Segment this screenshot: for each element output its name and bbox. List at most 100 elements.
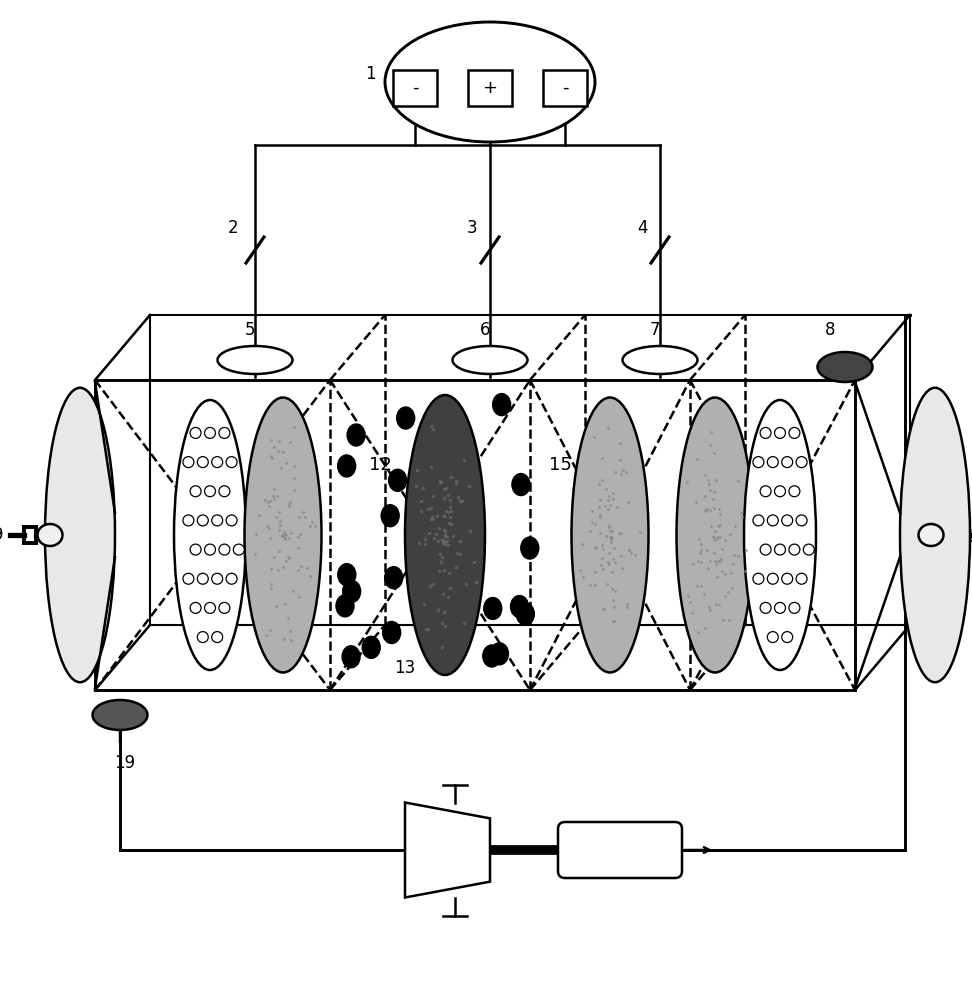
Circle shape [760,486,771,497]
Circle shape [796,573,807,584]
Ellipse shape [516,603,535,625]
FancyBboxPatch shape [558,822,682,878]
Circle shape [781,457,793,468]
FancyBboxPatch shape [468,70,512,106]
Ellipse shape [744,400,816,670]
Circle shape [204,486,216,497]
Circle shape [197,457,208,468]
Ellipse shape [484,597,502,619]
Circle shape [226,573,237,584]
Ellipse shape [677,397,753,672]
Ellipse shape [381,505,399,527]
Text: 20: 20 [444,841,466,859]
Circle shape [191,486,201,497]
Ellipse shape [521,537,538,559]
Circle shape [226,457,237,468]
Text: 12: 12 [368,456,392,474]
Text: -: - [562,79,569,97]
Text: 13: 13 [395,659,416,677]
Text: 9: 9 [0,526,3,544]
Ellipse shape [347,424,365,446]
Circle shape [212,457,223,468]
Circle shape [226,515,237,526]
FancyBboxPatch shape [393,70,437,106]
Circle shape [219,427,229,438]
Ellipse shape [383,621,400,643]
Circle shape [760,544,771,555]
Ellipse shape [919,524,944,546]
Text: 14: 14 [434,516,457,534]
Ellipse shape [512,474,530,496]
Circle shape [183,515,193,526]
Text: 10: 10 [175,578,194,592]
Text: 11: 11 [271,516,295,534]
Text: 4: 4 [637,219,647,237]
Circle shape [191,602,201,613]
Circle shape [775,602,785,613]
Ellipse shape [245,397,322,672]
Circle shape [767,457,779,468]
Circle shape [789,427,800,438]
Circle shape [212,573,223,584]
Text: 21: 21 [609,841,631,859]
Circle shape [212,632,223,643]
Circle shape [191,544,201,555]
Ellipse shape [453,346,528,374]
Circle shape [789,544,800,555]
Circle shape [767,632,779,643]
Circle shape [212,515,223,526]
Circle shape [789,602,800,613]
Circle shape [197,573,208,584]
Ellipse shape [385,567,402,589]
Circle shape [191,427,201,438]
Circle shape [760,602,771,613]
Ellipse shape [218,346,293,374]
Ellipse shape [900,388,970,682]
Circle shape [183,573,193,584]
Circle shape [781,632,793,643]
Ellipse shape [510,596,529,618]
Circle shape [803,544,815,555]
Circle shape [219,602,229,613]
Text: 19: 19 [115,754,135,772]
Circle shape [781,515,793,526]
Text: 16: 16 [599,516,621,534]
Text: 7: 7 [649,321,660,339]
Circle shape [197,515,208,526]
Text: 8: 8 [825,321,835,339]
Ellipse shape [385,22,595,142]
Ellipse shape [405,395,485,675]
Text: 6: 6 [480,321,490,339]
Circle shape [753,573,764,584]
Ellipse shape [38,524,62,546]
Circle shape [197,632,208,643]
Text: 1: 1 [364,65,375,83]
Circle shape [753,457,764,468]
Ellipse shape [45,388,115,682]
Ellipse shape [493,394,510,416]
Text: 2: 2 [227,219,238,237]
Ellipse shape [338,564,356,586]
Text: 15: 15 [548,456,572,474]
Ellipse shape [363,636,380,658]
Text: +: + [482,79,498,97]
Text: 5: 5 [245,321,256,339]
Circle shape [753,515,764,526]
Polygon shape [405,802,490,898]
Circle shape [796,457,807,468]
FancyBboxPatch shape [543,70,587,106]
Ellipse shape [622,346,698,374]
Circle shape [760,427,771,438]
Ellipse shape [343,580,361,602]
Ellipse shape [397,407,415,429]
Ellipse shape [817,352,873,382]
Circle shape [775,544,785,555]
Circle shape [233,544,244,555]
Circle shape [767,515,779,526]
Ellipse shape [336,595,354,617]
Circle shape [789,486,800,497]
Ellipse shape [572,397,648,672]
Ellipse shape [491,643,508,665]
Text: 18: 18 [964,528,972,546]
Ellipse shape [389,469,406,491]
